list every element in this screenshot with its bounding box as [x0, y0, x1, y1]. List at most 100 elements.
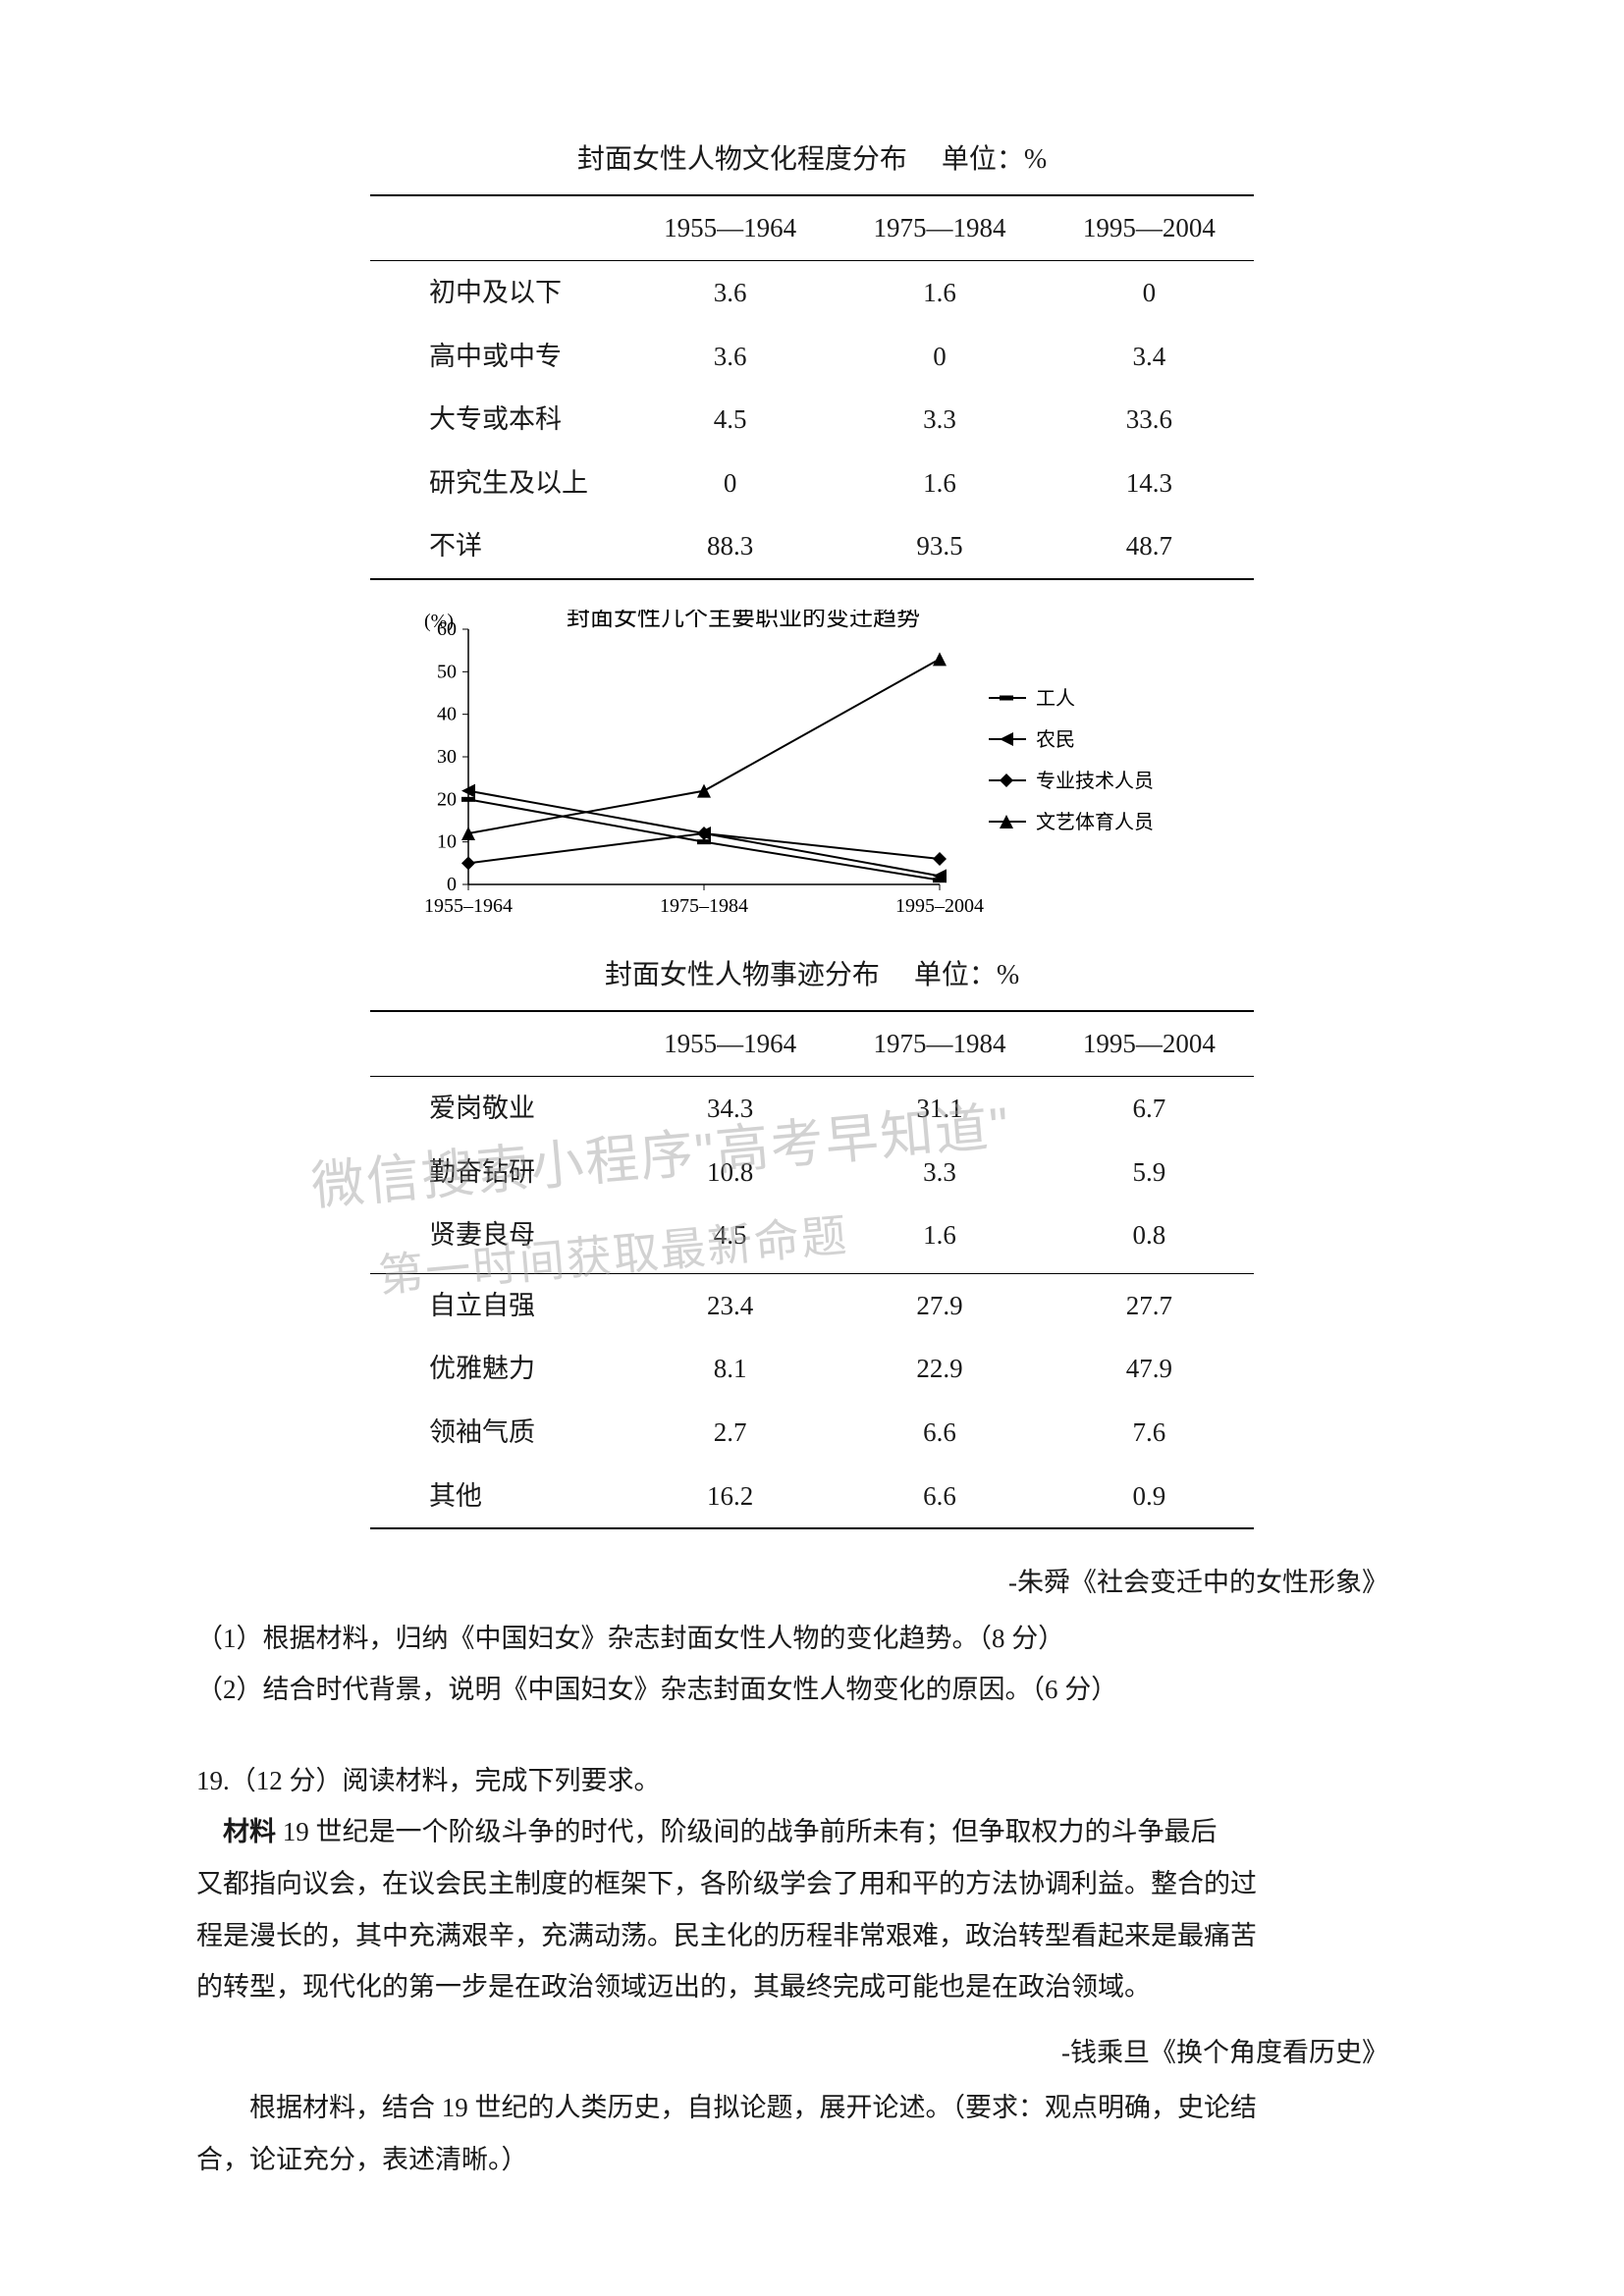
col-1955: 1955—1964 — [625, 195, 835, 260]
deeds-table-b: 自立自强 23.4 27.9 27.7 优雅魅力 8.1 22.9 47.9 领… — [370, 1273, 1254, 1529]
cell: 0.9 — [1045, 1465, 1254, 1529]
cell: 88.3 — [625, 514, 835, 579]
cell: 48.7 — [1045, 514, 1254, 579]
cell: 14.3 — [1045, 452, 1254, 515]
svg-text:0: 0 — [447, 874, 457, 895]
cell: 7.6 — [1045, 1401, 1254, 1465]
cell: 3.6 — [625, 260, 835, 324]
table-row: 大专或本科 4.5 3.3 33.6 — [370, 388, 1254, 452]
row-label: 初中及以下 — [370, 260, 625, 324]
svg-text:50: 50 — [437, 661, 457, 682]
cell: 1.6 — [835, 260, 1044, 324]
material-line-3: 程是漫长的，其中充满艰辛，充满动荡。民主化的历程非常艰难，政治转型看起来是最痛苦 — [196, 1912, 1428, 1960]
cell: 6.6 — [835, 1401, 1044, 1465]
row-label: 爱岗敬业 — [370, 1076, 625, 1140]
col-1955: 1955—1964 — [625, 1011, 835, 1076]
cell: 47.9 — [1045, 1337, 1254, 1401]
table-row: 领袖气质 2.7 6.6 7.6 — [370, 1401, 1254, 1465]
cell: 6.7 — [1045, 1076, 1254, 1140]
cell: 16.2 — [625, 1465, 835, 1529]
cell: 0 — [1045, 260, 1254, 324]
cell: 2.7 — [625, 1401, 835, 1465]
cell: 8.1 — [625, 1337, 835, 1401]
cell: 33.6 — [1045, 388, 1254, 452]
cell: 3.6 — [625, 325, 835, 389]
svg-text:封面女性几个主要职业的变迁趋势: 封面女性几个主要职业的变迁趋势 — [567, 610, 920, 631]
row-label: 领袖气质 — [370, 1401, 625, 1465]
material-line-1: 19 世纪是一个阶级斗争的时代，阶级间的战争前所未有；但争取权力的斗争最后 — [283, 1817, 1218, 1846]
col-1975: 1975—1984 — [835, 1011, 1044, 1076]
cell: 31.1 — [835, 1076, 1044, 1140]
row-label: 其他 — [370, 1465, 625, 1529]
table1-caption-text: 封面女性人物文化程度分布 — [577, 144, 907, 175]
col-1995: 1995—2004 — [1045, 195, 1254, 260]
cell: 0.8 — [1045, 1203, 1254, 1273]
table-row: 高中或中专 3.6 0 3.4 — [370, 325, 1254, 389]
col-1975: 1975—1984 — [835, 195, 1044, 260]
table2-caption: 封面女性人物事迹分布 单位：% — [196, 951, 1428, 1000]
question-2: （2）结合时代背景，说明《中国妇女》杂志封面女性人物变化的原因。（6 分） — [196, 1666, 1428, 1714]
row-label: 勤奋钻研 — [370, 1141, 625, 1204]
svg-text:20: 20 — [437, 788, 457, 810]
cell: 3.3 — [835, 1141, 1044, 1204]
table-header-row: 1955—1964 1975—1984 1995—2004 — [370, 1011, 1254, 1076]
row-label: 自立自强 — [370, 1273, 625, 1337]
row-label: 不详 — [370, 514, 625, 579]
svg-text:40: 40 — [437, 704, 457, 725]
cell: 1.6 — [835, 1203, 1044, 1273]
svg-text:农民: 农民 — [1036, 728, 1075, 751]
source-citation-2: -钱乘旦《换个角度看历史》 — [196, 2029, 1428, 2077]
question-1: （1）根据材料，归纳《中国妇女》杂志封面女性人物的变化趋势。（8 分） — [196, 1615, 1428, 1663]
source-citation-1: -朱舜《社会变迁中的女性形象》 — [196, 1559, 1428, 1607]
material-line-2: 又都指向议会，在议会民主制度的框架下，各阶级学会了用和平的方法协调利益。整合的过 — [196, 1860, 1428, 1908]
cell: 27.9 — [835, 1273, 1044, 1337]
table-row: 贤妻良母 4.5 1.6 0.8 — [370, 1203, 1254, 1273]
row-label: 高中或中专 — [370, 325, 625, 389]
question-19-heading: 19.（12 分）阅读材料，完成下列要求。 — [196, 1757, 1428, 1805]
col-1995: 1995—2004 — [1045, 1011, 1254, 1076]
svg-text:10: 10 — [437, 831, 457, 853]
cell: 0 — [625, 452, 835, 515]
cell: 23.4 — [625, 1273, 835, 1337]
table-header-row: 1955—1964 1975—1984 1995—2004 — [370, 195, 1254, 260]
table-row: 研究生及以上 0 1.6 14.3 — [370, 452, 1254, 515]
cell: 5.9 — [1045, 1141, 1254, 1204]
cell: 3.4 — [1045, 325, 1254, 389]
page: 封面女性人物文化程度分布 单位：% 1955—1964 1975—1984 19… — [0, 0, 1624, 2296]
cell: 4.5 — [625, 1203, 835, 1273]
question-19-material: 材料 19 世纪是一个阶级斗争的时代，阶级间的战争前所未有；但争取权力的斗争最后 — [196, 1808, 1428, 1856]
cell: 27.7 — [1045, 1273, 1254, 1337]
table-row: 不详 88.3 93.5 48.7 — [370, 514, 1254, 579]
cell: 10.8 — [625, 1141, 835, 1204]
education-table: 1955—1964 1975—1984 1995—2004 初中及以下 3.6 … — [370, 194, 1254, 580]
table-row: 优雅魅力 8.1 22.9 47.9 — [370, 1337, 1254, 1401]
table-row: 爱岗敬业 34.3 31.1 6.7 — [370, 1076, 1254, 1140]
cell: 6.6 — [835, 1465, 1044, 1529]
svg-text:30: 30 — [437, 746, 457, 768]
cell: 3.3 — [835, 388, 1044, 452]
deeds-table-a: 1955—1964 1975—1984 1995—2004 爱岗敬业 34.3 … — [370, 1010, 1254, 1272]
table-row: 勤奋钻研 10.8 3.3 5.9 — [370, 1141, 1254, 1204]
question-19-task-b: 合，论证充分，表述清晰。） — [196, 2136, 1428, 2184]
table1-caption: 封面女性人物文化程度分布 单位：% — [196, 135, 1428, 185]
svg-text:文艺体育人员: 文艺体育人员 — [1036, 811, 1154, 833]
table2-caption-unit: 单位：% — [914, 960, 1019, 990]
svg-text:1975–1984: 1975–1984 — [660, 895, 748, 917]
line-chart-svg: 封面女性几个主要职业的变迁趋势(%)01020304050601955–1964… — [351, 610, 1273, 943]
table1-caption-unit: 单位：% — [942, 144, 1047, 175]
cell: 4.5 — [625, 388, 835, 452]
occupation-chart: 封面女性几个主要职业的变迁趋势(%)01020304050601955–1964… — [351, 610, 1273, 943]
row-label: 贤妻良母 — [370, 1203, 625, 1273]
material-label: 材料 — [223, 1817, 276, 1846]
cell: 93.5 — [835, 514, 1044, 579]
cell: 0 — [835, 325, 1044, 389]
material-line-4: 的转型，现代化的第一步是在政治领域迈出的，其最终完成可能也是在政治领域。 — [196, 1963, 1428, 2011]
question-19-task-a: 根据材料，结合 19 世纪的人类历史，自拟论题，展开论述。（要求：观点明确，史论… — [196, 2084, 1428, 2132]
table-row: 初中及以下 3.6 1.6 0 — [370, 260, 1254, 324]
row-label: 研究生及以上 — [370, 452, 625, 515]
svg-text:专业技术人员: 专业技术人员 — [1036, 770, 1154, 792]
svg-text:工人: 工人 — [1036, 687, 1075, 710]
cell: 34.3 — [625, 1076, 835, 1140]
table-row: 自立自强 23.4 27.9 27.7 — [370, 1273, 1254, 1337]
cell: 22.9 — [835, 1337, 1044, 1401]
